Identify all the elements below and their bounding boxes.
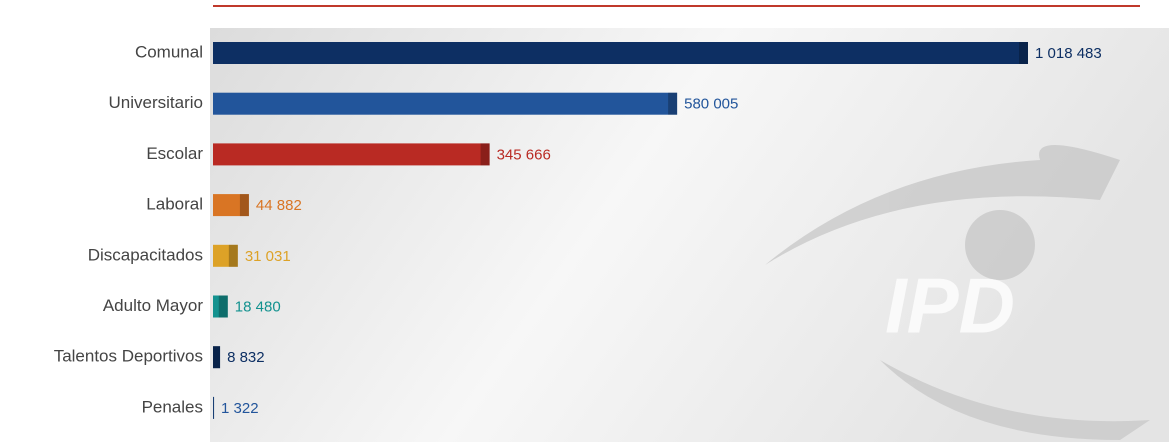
value-label: 345 666 (497, 146, 551, 163)
bar-cap (239, 194, 249, 217)
logo-head (965, 210, 1035, 280)
bar-cap (668, 92, 678, 115)
bar (213, 346, 221, 369)
bar (213, 42, 1028, 64)
logo-swoosh-bottom (880, 360, 1150, 440)
bar-cap (1019, 42, 1028, 64)
bar-cap (213, 346, 221, 369)
value-label: 1 018 483 (1035, 45, 1102, 62)
category-label: Escolar (146, 144, 203, 163)
category-label: Adulto Mayor (103, 296, 203, 315)
category-label: Comunal (135, 42, 203, 61)
logo: IPD (765, 145, 1150, 440)
category-label: Discapacitados (88, 245, 203, 264)
logo-swoosh (765, 145, 1120, 265)
bar-cap (228, 244, 238, 267)
value-label: 1 322 (221, 400, 259, 417)
category-label: Talentos Deportivos (54, 347, 203, 366)
bar-cap (213, 396, 215, 419)
category-label: Universitario (109, 93, 203, 112)
bar (213, 194, 249, 217)
bar (213, 396, 215, 419)
value-label: 31 031 (245, 248, 291, 265)
bar (213, 92, 678, 115)
value-label: 18 480 (235, 298, 281, 315)
bar (213, 143, 490, 166)
bar (213, 244, 238, 267)
bar-cap (480, 143, 490, 166)
value-label: 8 832 (227, 349, 265, 366)
logo-text: IPD (885, 262, 1015, 350)
category-label: Laboral (146, 195, 203, 214)
category-label: Penales (142, 397, 203, 416)
bar-cap (218, 295, 228, 318)
bar (213, 295, 228, 318)
value-label: 44 882 (256, 197, 302, 214)
value-label: 580 005 (684, 96, 738, 113)
